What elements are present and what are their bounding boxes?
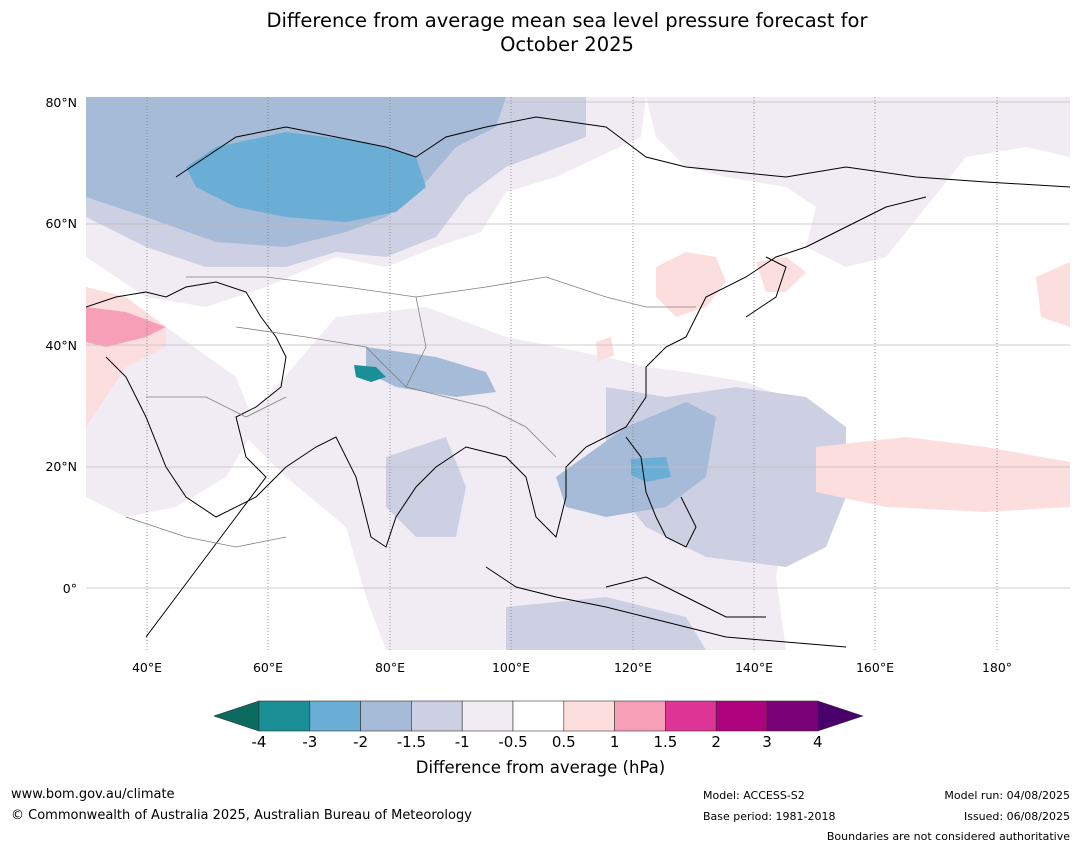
colorbar-under-triangle (213, 700, 260, 732)
colorbar-tick-label: -2 (353, 733, 369, 751)
lat-label-80n: 80°N (45, 95, 77, 110)
colorbar-swatch (563, 700, 615, 732)
colorbar-tick-label: 0.5 (551, 733, 576, 751)
lon-label-80e: 80°E (374, 660, 406, 675)
colorbar-graphic (213, 700, 864, 732)
footer-disclaimer: Boundaries are not considered authoritat… (826, 830, 1070, 843)
lat-label-20n: 20°N (45, 459, 77, 474)
colorbar-swatch (258, 700, 311, 732)
colorbar-tick-label: 1 (609, 733, 620, 751)
colorbar-tick-label: -0.5 (498, 733, 528, 751)
colorbar-over-triangle (817, 700, 864, 732)
colorbar (213, 700, 866, 736)
colorbar-swatch (766, 700, 819, 732)
colorbar-tick-label: -3 (302, 733, 318, 751)
colorbar-tick-label: 3 (762, 733, 772, 751)
footer-model: Model: ACCESS-S2 (703, 789, 805, 802)
colorbar-label: Difference from average (hPa) (415, 758, 666, 777)
title-line-2: October 2025 (500, 33, 634, 56)
colorbar-swatch (512, 700, 565, 732)
footer-copyright: © Commonwealth of Australia 2025, Austra… (11, 808, 472, 823)
colorbar-tick-label: -1 (454, 733, 470, 751)
colorbar-tick-label: 1.5 (653, 733, 678, 751)
footer-base-period: Base period: 1981-2018 (703, 810, 836, 823)
colorbar-swatch (614, 700, 666, 732)
colorbar-swatch (309, 700, 361, 732)
lon-label-160e: 160°E (855, 660, 894, 675)
lat-label-60n: 60°N (45, 216, 77, 231)
colorbar-tick-label: 2 (711, 733, 721, 751)
pressure-anomaly-map (86, 97, 1070, 650)
lat-label-0: 0° (62, 581, 77, 596)
graticule (86, 97, 1070, 650)
colorbar-swatch (665, 700, 717, 732)
map-title: Difference from average mean sea level p… (0, 9, 1081, 57)
colorbar-tick-label: -1.5 (396, 733, 427, 751)
colorbar-swatch (411, 700, 463, 732)
lon-label-140e: 140°E (734, 660, 773, 675)
title-line-1: Difference from average mean sea level p… (266, 9, 868, 32)
boundaries (125, 276, 696, 548)
lon-label-60e: 60°E (252, 660, 284, 675)
colorbar-tick-label: 4 (813, 733, 823, 751)
colorbar-swatch (715, 700, 768, 732)
coastlines (86, 116, 1070, 648)
colorbar-swatch (360, 700, 412, 732)
lat-label-40n: 40°N (45, 338, 77, 353)
colorbar-tick-label: -4 (251, 733, 267, 751)
lon-label-100e: 100°E (491, 660, 530, 675)
anomaly-shading (86, 97, 1070, 650)
lon-label-120e: 120°E (613, 660, 652, 675)
footer-model-run: Model run: 04/08/2025 (944, 789, 1070, 802)
colorbar-swatch (461, 700, 514, 732)
map-canvas (86, 97, 1070, 650)
footer-url[interactable]: www.bom.gov.au/climate (11, 787, 175, 802)
lon-label-180: 180° (981, 660, 1013, 675)
footer-issued: Issued: 06/08/2025 (963, 810, 1070, 823)
lon-label-40e: 40°E (131, 660, 163, 675)
